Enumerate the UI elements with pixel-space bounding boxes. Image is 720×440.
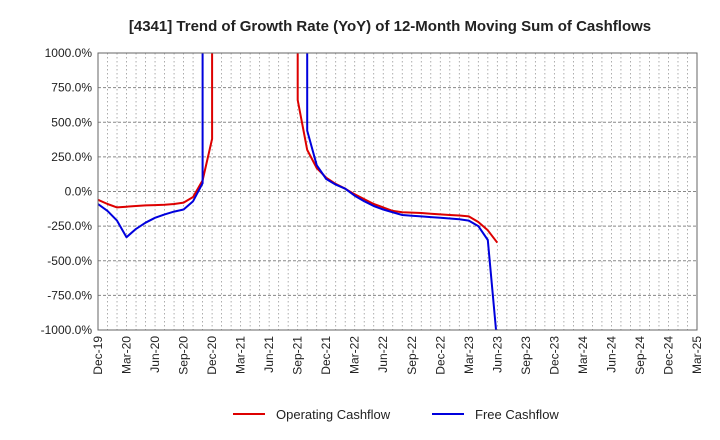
x-tick-label: Jun-22 bbox=[376, 336, 390, 373]
x-tick-label: Dec-24 bbox=[661, 336, 675, 375]
y-tick-label: 750.0% bbox=[51, 81, 92, 95]
grid bbox=[98, 52, 697, 331]
x-tick-label: Dec-19 bbox=[91, 336, 105, 375]
x-tick-label: Jun-20 bbox=[148, 336, 162, 373]
chart-title: [4341] Trend of Growth Rate (YoY) of 12-… bbox=[129, 18, 651, 35]
x-tick-label: Jun-23 bbox=[490, 336, 504, 373]
x-tick-label: Sep-23 bbox=[519, 336, 533, 375]
x-tick-label: Dec-22 bbox=[433, 336, 447, 375]
x-tick-label: Jun-21 bbox=[262, 336, 276, 373]
plot-border bbox=[97, 52, 698, 331]
x-tick-label: Mar-24 bbox=[576, 336, 590, 374]
x-tick-label: Mar-25 bbox=[690, 336, 704, 374]
x-tick-label: Sep-24 bbox=[633, 336, 647, 375]
x-tick-label: Sep-20 bbox=[177, 336, 191, 375]
y-tick-label: -1000.0% bbox=[41, 323, 93, 337]
y-tick-label: -750.0% bbox=[47, 288, 92, 302]
x-tick-label: Dec-21 bbox=[319, 336, 333, 375]
axes: 1000.0% 750.0% 500.0% 250.0% 0.0% -250.0% -500… bbox=[41, 46, 704, 375]
x-tick-label: Sep-22 bbox=[405, 336, 419, 375]
series-free-cashflow-line bbox=[98, 53, 498, 330]
x-tick-label: Sep-21 bbox=[291, 336, 305, 375]
x-tick-label: Jun-24 bbox=[604, 336, 618, 373]
x-tick-label: Dec-20 bbox=[205, 336, 219, 375]
x-tick-label: Mar-22 bbox=[348, 336, 362, 374]
x-tick-label: Mar-20 bbox=[120, 336, 134, 374]
y-tick-label: 250.0% bbox=[51, 150, 92, 164]
y-tick-label: 500.0% bbox=[51, 115, 92, 129]
series-lines bbox=[98, 53, 499, 330]
legend-label-free-cashflow: Free Cashflow bbox=[475, 407, 559, 422]
y-tick-label: 0.0% bbox=[65, 185, 93, 199]
y-tick-label: -500.0% bbox=[47, 254, 92, 268]
plot-area bbox=[98, 53, 697, 330]
y-tick-label: 1000.0% bbox=[45, 46, 93, 60]
x-tick-label: Mar-23 bbox=[462, 336, 476, 374]
x-tick-label: Mar-21 bbox=[234, 336, 248, 374]
legend-label-operating-cashflow: Operating Cashflow bbox=[276, 407, 391, 422]
legend: Operating Cashflow Free Cashflow bbox=[233, 407, 559, 422]
x-tick-label: Dec-23 bbox=[547, 336, 561, 375]
y-tick-label: -250.0% bbox=[47, 219, 92, 233]
